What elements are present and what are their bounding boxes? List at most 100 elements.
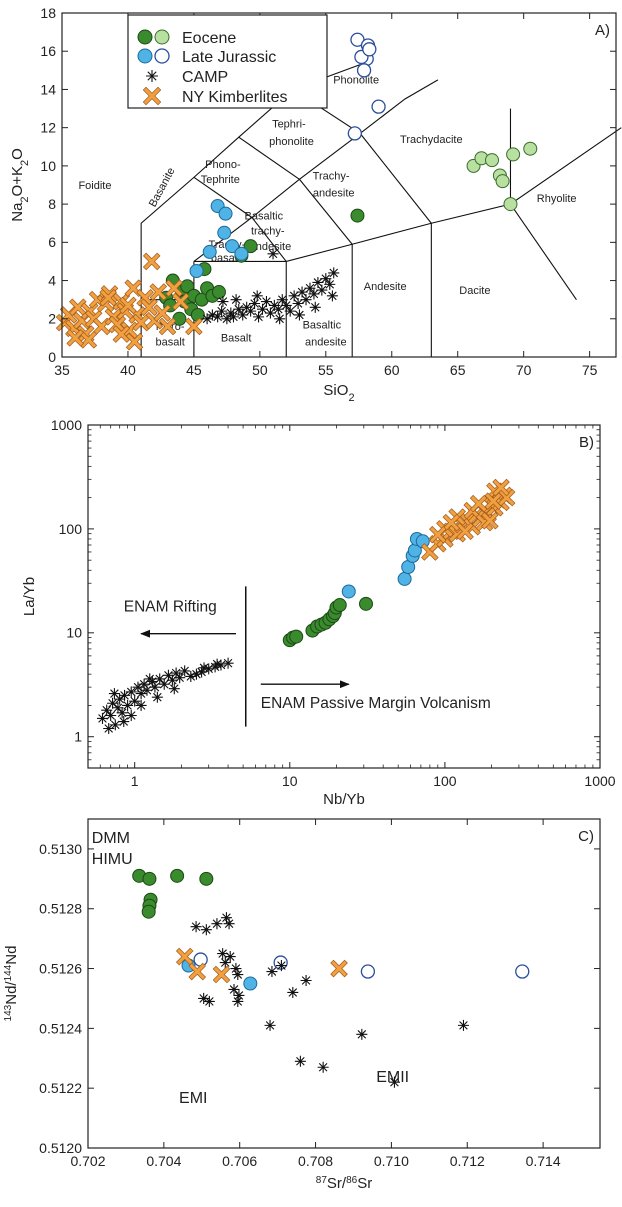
data-point (216, 305, 228, 317)
data-point (171, 292, 190, 311)
data-point (249, 297, 261, 310)
tas-field-label: Tephrite (201, 174, 240, 186)
data-point (316, 284, 328, 296)
data-point (198, 662, 210, 674)
x-tick-label: 1000 (584, 773, 615, 789)
y-tick-label: 0.5126 (39, 960, 82, 976)
data-point (66, 329, 84, 347)
data-point (132, 681, 144, 693)
data-point (119, 689, 131, 701)
legend-label: Late Jurassic (182, 49, 276, 66)
data-point (132, 313, 150, 332)
data-point (80, 302, 99, 320)
data-point (312, 276, 324, 288)
legend-label: CAMP (182, 69, 228, 86)
tas-boundary-line (238, 136, 300, 180)
data-point (193, 952, 208, 967)
data-point (330, 959, 348, 978)
tas-field-label: andesite (305, 337, 347, 349)
data-point (228, 983, 240, 996)
panel-c-chart: DMM HIMU EMI EMII 0.702 0.704 0.706 0.708 0.710 0… (3, 818, 601, 1192)
tas-field-label: Trachydacite (400, 134, 463, 146)
y-tick-label: 16 (40, 43, 56, 59)
data-point (168, 683, 180, 695)
data-point (362, 42, 377, 57)
data-point (300, 294, 312, 306)
data-point (201, 313, 213, 325)
data-point (200, 924, 212, 936)
data-point (114, 693, 126, 705)
data-point (222, 657, 234, 669)
data-point (234, 246, 249, 261)
data-point (264, 1019, 276, 1031)
data-point (287, 986, 299, 998)
x-tick-label: 70 (516, 362, 532, 378)
x-tick-label: 75 (582, 362, 598, 378)
panel-a-chart: Foidite Phonolite Tephri-phonolite Trachyda… (9, 5, 622, 404)
y-tick-label: 10 (66, 625, 82, 641)
data-point (219, 957, 231, 969)
legend: Eocene Late Jurassic CAMP NY Kimberlites (127, 14, 328, 109)
tas-field-label: phonolite (269, 136, 314, 148)
data-point (162, 669, 174, 681)
tas-boundary-line (193, 176, 253, 218)
data-point (503, 197, 518, 212)
data-point (149, 681, 161, 693)
data-point (328, 267, 340, 279)
x-tick-label: 0.702 (70, 1153, 105, 1169)
data-point (211, 918, 223, 930)
plot-frame (61, 12, 617, 358)
x-tick-label: 55 (318, 362, 334, 378)
y-tick-label: 100 (59, 521, 83, 537)
data-point (256, 303, 269, 315)
data-point (202, 244, 217, 259)
tas-field-label: Basaltic (303, 319, 342, 331)
data-point (308, 288, 320, 300)
mantle-region-label: EMII (376, 1069, 409, 1086)
x-tick-label: 100 (433, 773, 457, 789)
tas-field-label: Foidite (78, 180, 111, 192)
data-point (142, 871, 157, 886)
tas-boundary-line (510, 203, 577, 300)
data-point (188, 962, 207, 981)
tas-field-label: Trachy- (313, 170, 350, 182)
data-point (112, 702, 124, 714)
data-point (267, 248, 279, 260)
data-point (141, 684, 153, 696)
data-point (154, 673, 166, 685)
x-axis-title: Nb/Yb (323, 791, 365, 808)
data-point (174, 672, 186, 684)
data-point (109, 719, 121, 731)
data-point (492, 478, 510, 497)
data-point (304, 282, 316, 294)
series-late-jurassic (193, 952, 530, 979)
legend-marker (137, 29, 153, 45)
tas-field-label: Phonolite (333, 75, 379, 87)
series-eocene (466, 141, 538, 212)
data-point (320, 273, 332, 285)
x-tick-label: 0.704 (146, 1153, 181, 1169)
data-point (456, 522, 474, 540)
data-point (189, 264, 204, 278)
data-point (212, 311, 224, 323)
data-point (223, 918, 235, 930)
data-point (105, 709, 117, 722)
data-point (300, 974, 312, 987)
series-camp (201, 248, 340, 325)
legend-marker (146, 70, 158, 82)
data-point (180, 279, 195, 294)
data-point (142, 252, 161, 271)
annotation-text: ENAM Passive Margin Volcanism (261, 695, 491, 712)
data-point (198, 992, 210, 1004)
series-camp (96, 657, 234, 735)
y-tick-label: 14 (40, 81, 56, 97)
data-point (203, 663, 215, 675)
data-point (211, 658, 223, 670)
data-point (294, 1055, 306, 1067)
data-point (347, 126, 362, 141)
data-point (233, 989, 245, 1001)
series-late-jurassic (347, 32, 386, 141)
tas-field-label: basalt (211, 252, 240, 264)
data-point (485, 153, 500, 168)
mantle-region-label: HIMU (92, 851, 133, 868)
